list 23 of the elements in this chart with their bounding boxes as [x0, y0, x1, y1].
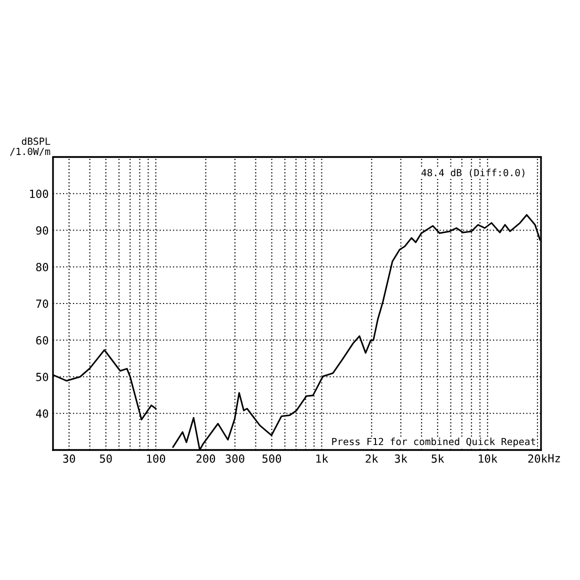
x-axis-title: Hz: [548, 454, 560, 462]
y-tick-label: 70: [36, 300, 48, 308]
y-tick-label: 80: [36, 262, 48, 272]
x-tick-label: 50: [100, 454, 112, 463]
x-tick-label: 20k: [528, 454, 548, 463]
y-tick-label: 90: [36, 226, 48, 235]
x-tick-label: 500: [262, 454, 282, 463]
y-axis-title: dBSPL /1.0W/m: [10, 137, 50, 156]
annotation: 48.4 dB (Diff:0.0): [421, 168, 524, 178]
x-tick-label: 100: [147, 454, 166, 463]
x-tick-label: 2k: [366, 454, 378, 463]
x-tick-label: 1k: [316, 454, 328, 463]
y-tick-label: 50: [36, 372, 48, 382]
annotation: Press F12 for combined Quick Repeat: [332, 438, 536, 448]
x-tick-label: 3k: [394, 454, 408, 463]
y-tick-label: 100: [30, 190, 48, 198]
x-tick-label: 200: [196, 454, 216, 463]
x-tick-label: 30: [63, 454, 76, 463]
x-tick-label: 300: [226, 454, 244, 463]
x-tick-label: 5k: [432, 454, 444, 463]
y-tick-label: 40: [36, 409, 48, 418]
y-tick-label: 60: [36, 336, 48, 345]
x-tick-label: 10k: [478, 454, 498, 463]
